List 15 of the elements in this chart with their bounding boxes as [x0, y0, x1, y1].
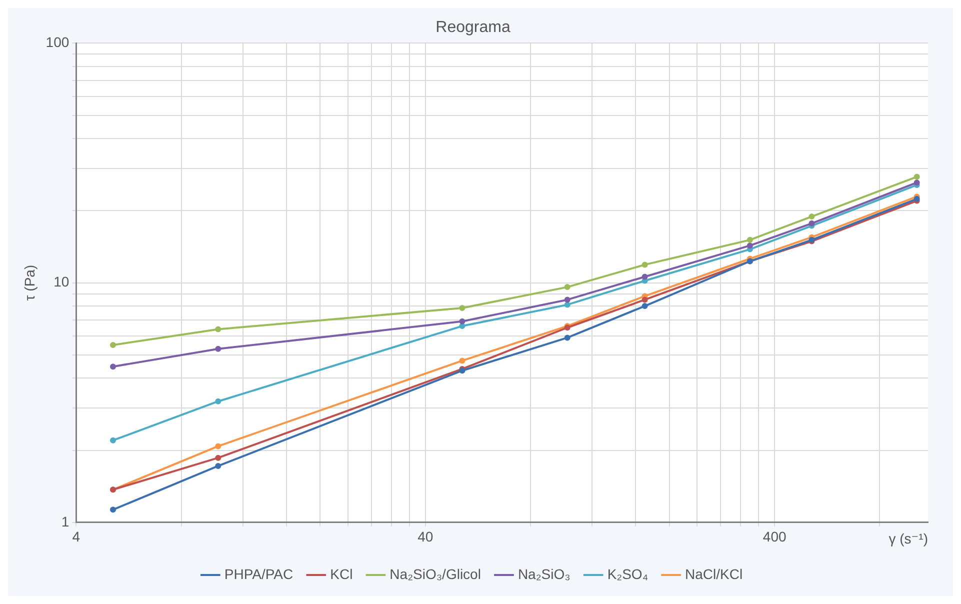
y-tick-label: 10 — [54, 274, 70, 290]
legend-label: K₂SO₄ — [607, 566, 648, 582]
chart-title: Reograma — [436, 19, 510, 36]
y-tick-label: 1 — [61, 513, 70, 530]
legend-label: Na₂SiO₃/Glicol — [390, 566, 481, 582]
legend-label: NaCl/KCl — [685, 566, 743, 582]
x-tick-label: 4 — [72, 528, 80, 545]
legend-label: KCl — [330, 566, 353, 582]
x-axis-title: γ (s⁻¹) — [888, 530, 928, 546]
x-tick-label: 40 — [418, 528, 434, 545]
legend-label: Na₂SiO₃ — [518, 566, 570, 582]
x-tick-label: 400 — [762, 528, 786, 545]
legend-label: PHPA/PAC — [224, 566, 294, 582]
y-tick-label: 100 — [46, 34, 70, 50]
y-axis-title: τ (Pa) — [21, 264, 38, 301]
